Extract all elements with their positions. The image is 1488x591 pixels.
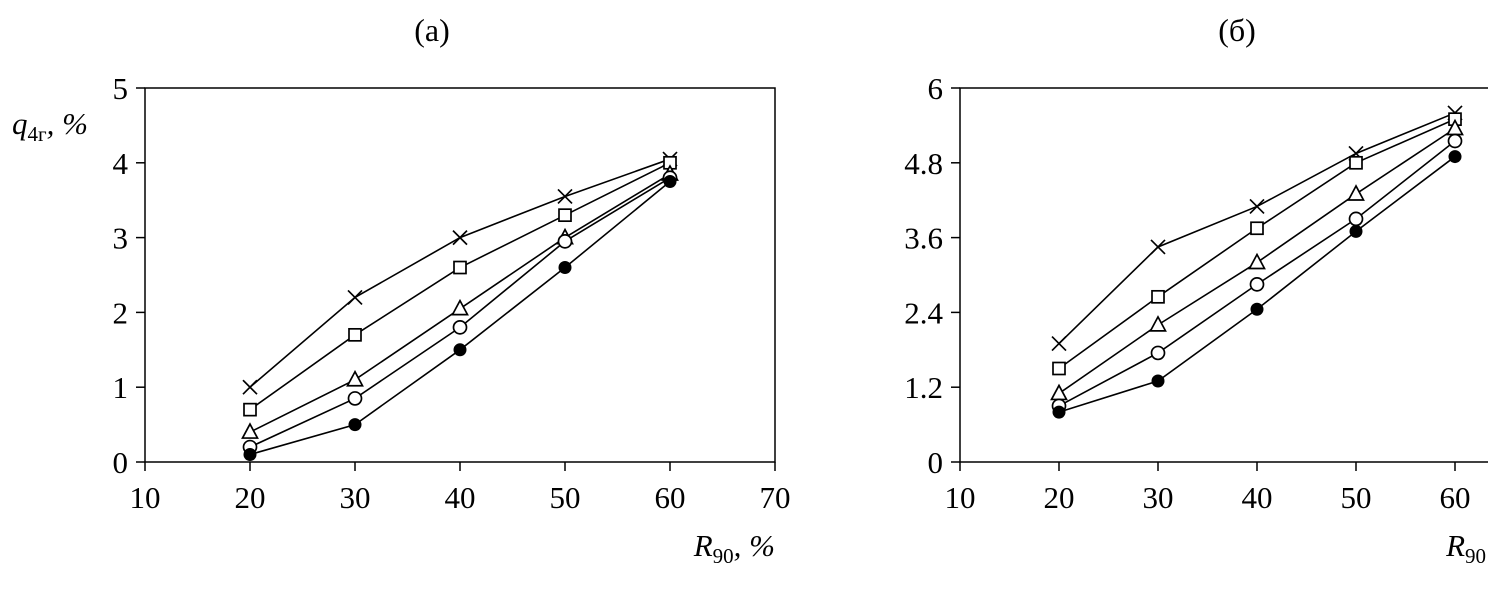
marker-filled-circle xyxy=(1151,374,1165,388)
marker-open-circle xyxy=(452,320,468,335)
marker-open-square xyxy=(1052,361,1066,376)
chart-a-y-axis-label: q4г, % xyxy=(12,106,88,147)
marker-filled-circle xyxy=(663,175,677,188)
marker-open-square xyxy=(453,260,467,275)
marker-filled-circle xyxy=(453,343,467,357)
x-tick-label: 60 xyxy=(655,480,686,515)
y-label-variable: q xyxy=(12,106,28,141)
marker-open-circle xyxy=(557,233,573,249)
marker-open-circle xyxy=(347,391,363,406)
marker-open-square xyxy=(1151,289,1165,304)
marker-cross xyxy=(1051,335,1067,352)
y-tick-label: 4.8 xyxy=(904,146,943,181)
x-tick-label: 60 xyxy=(1440,480,1471,515)
chart-b-plot: 0 1.2 2.4 3.6 4.8 6 10 20 30 40 50 60 xyxy=(904,71,1488,515)
axis-frame xyxy=(144,87,776,463)
marker-cross xyxy=(1249,198,1265,215)
y-label-subscript: 4г xyxy=(27,122,47,147)
x-tick-label: 10 xyxy=(130,480,161,515)
marker-filled-circle xyxy=(243,448,257,462)
x-label-variable: R xyxy=(693,528,713,563)
chart-a-x-axis-label: R90, % xyxy=(575,528,775,569)
y-tick-label: 0 xyxy=(928,445,944,480)
chart-b-x-axis-label: R90 xyxy=(1300,528,1486,569)
marker-open-triangle xyxy=(1050,383,1068,401)
x-tick-label: 50 xyxy=(1341,480,1372,515)
x-tick-label: 30 xyxy=(1143,480,1174,515)
marker-cross xyxy=(452,229,468,246)
series-line-open-square xyxy=(1058,118,1456,370)
chart-a-plot: 0 1 2 3 4 5 10 20 30 40 50 60 70 xyxy=(113,71,791,515)
y-tick-label: 3 xyxy=(113,221,129,256)
y-tick-label: 0 xyxy=(113,445,129,480)
marker-cross xyxy=(557,188,573,205)
marker-filled-circle xyxy=(1448,150,1462,164)
x-tick-label: 30 xyxy=(340,480,371,515)
marker-open-square xyxy=(348,327,362,342)
marker-filled-circle xyxy=(1349,224,1363,238)
x-tick-label: 40 xyxy=(445,480,476,515)
x-label-unit: , % xyxy=(733,528,775,563)
y-tick-label: 1 xyxy=(113,370,129,405)
marker-open-triangle xyxy=(451,298,469,316)
x-tick-label: 20 xyxy=(235,480,266,515)
y-tick-label: 3.6 xyxy=(904,221,943,256)
marker-cross xyxy=(347,289,363,306)
y-tick-label: 1.2 xyxy=(904,370,943,405)
marker-open-triangle xyxy=(1248,252,1266,270)
marker-open-circle xyxy=(1348,211,1364,227)
chart-b-title: (б) xyxy=(1218,12,1256,48)
marker-open-circle xyxy=(1249,277,1265,292)
x-tick-label: 70 xyxy=(760,480,791,515)
marker-filled-circle xyxy=(348,418,362,432)
y-label-unit: , % xyxy=(46,106,88,141)
axis-frame xyxy=(959,87,1488,463)
marker-filled-circle xyxy=(1052,405,1066,419)
marker-open-triangle xyxy=(241,422,259,439)
chart-a-title: (а) xyxy=(414,12,450,48)
x-label-variable: R xyxy=(1446,528,1465,563)
marker-open-triangle xyxy=(346,369,364,387)
y-tick-label: 4 xyxy=(113,146,129,181)
marker-open-square xyxy=(1250,221,1264,236)
marker-open-circle xyxy=(1150,345,1166,361)
marker-open-square xyxy=(243,402,257,417)
x-tick-label: 40 xyxy=(1242,480,1273,515)
marker-open-square xyxy=(558,208,572,223)
series-line-filled-circle xyxy=(249,180,671,456)
x-label-subscript: 90 xyxy=(712,544,734,569)
series-line-open-square xyxy=(249,162,671,411)
marker-open-circle xyxy=(1447,133,1463,149)
series-line-open-circle xyxy=(1058,140,1456,407)
marker-filled-circle xyxy=(1250,302,1264,316)
x-tick-label: 20 xyxy=(1044,480,1075,515)
x-tick-label: 50 xyxy=(550,480,581,515)
x-tick-label: 10 xyxy=(945,480,976,515)
marker-open-square xyxy=(1349,155,1363,170)
marker-filled-circle xyxy=(558,261,572,275)
y-tick-label: 2.4 xyxy=(904,295,943,330)
y-tick-label: 5 xyxy=(113,71,129,106)
marker-open-triangle xyxy=(1149,315,1167,332)
x-label-subscript: 90 xyxy=(1465,544,1486,569)
marker-open-triangle xyxy=(1347,184,1365,201)
y-tick-label: 2 xyxy=(113,295,129,330)
y-tick-label: 6 xyxy=(928,71,944,106)
marker-cross xyxy=(1150,239,1166,255)
marker-cross xyxy=(242,379,258,395)
